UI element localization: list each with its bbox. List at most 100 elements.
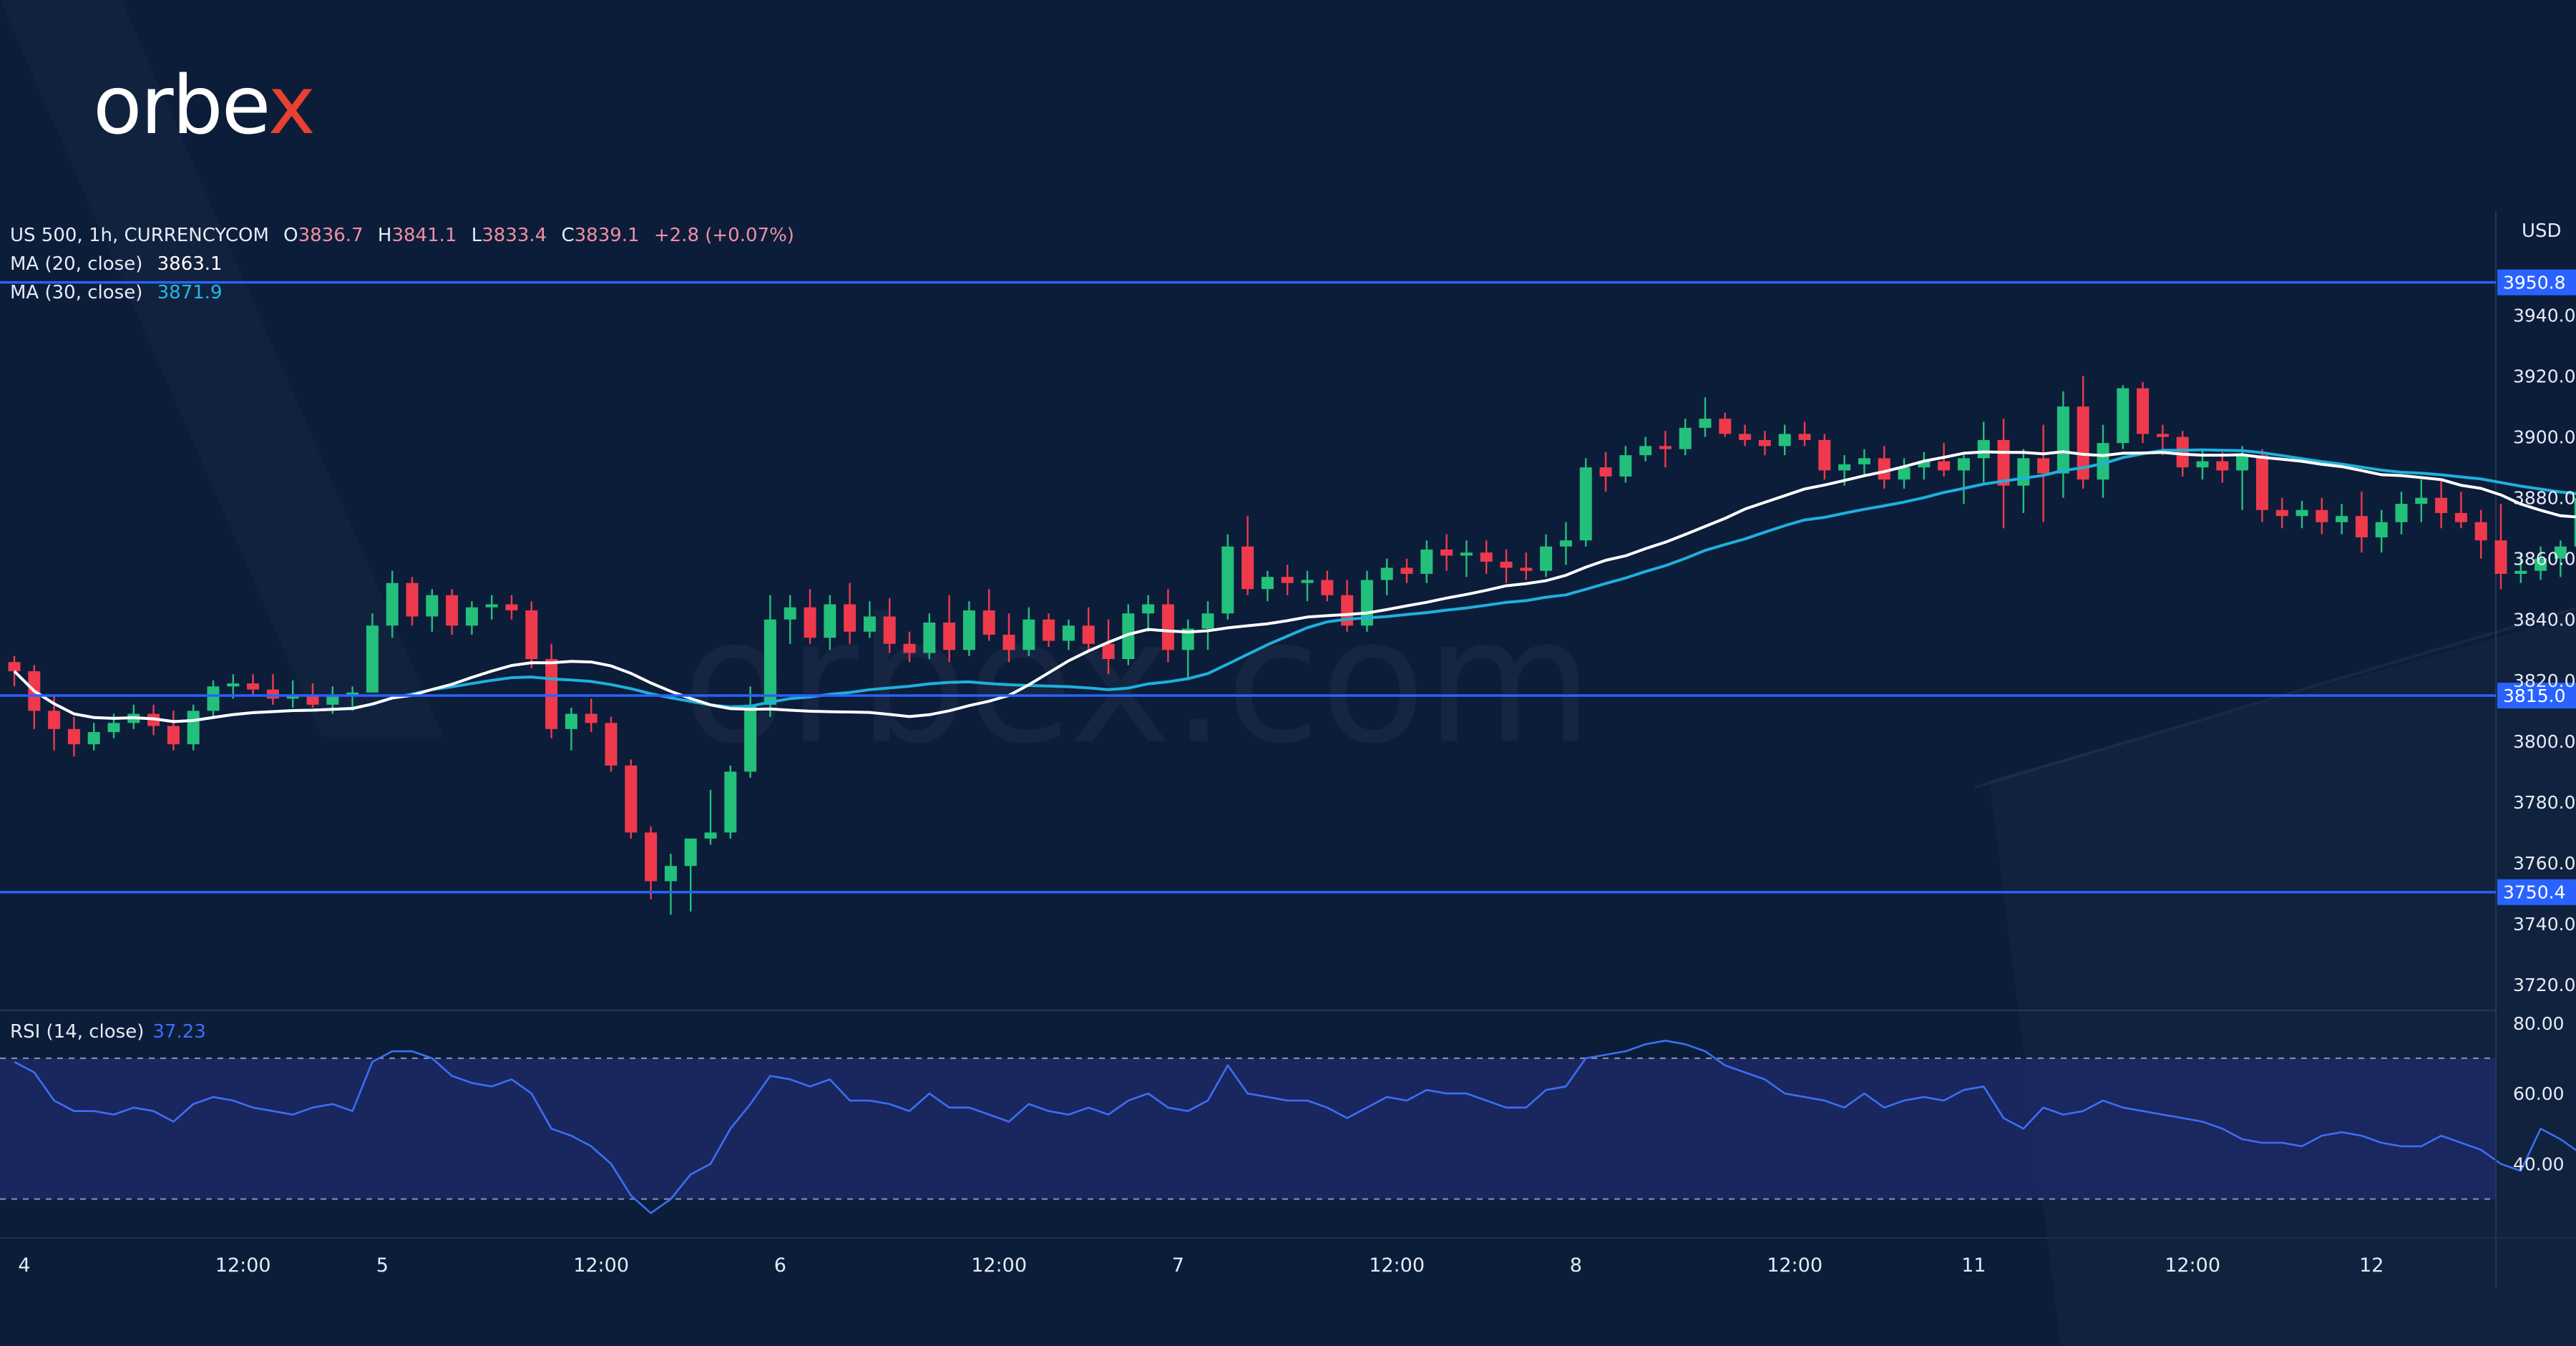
candle-body	[1579, 467, 1592, 541]
candle-body	[1002, 635, 1015, 650]
candle	[2336, 504, 2348, 535]
candle-body	[2474, 522, 2487, 541]
candle-body	[1102, 643, 1115, 660]
candle	[465, 601, 478, 635]
rsi-label: RSI (14, close)	[10, 1021, 145, 1043]
candle-body	[585, 713, 597, 723]
candle-body	[2336, 516, 2348, 522]
symbol-label[interactable]: US 500, 1h, CURRENCYCOM	[10, 225, 269, 246]
rsi-line	[14, 1040, 2576, 1214]
candle-body	[1878, 458, 1890, 480]
candle-body	[1559, 540, 1572, 547]
candle	[1778, 424, 1791, 456]
deco-band-right	[1989, 615, 2576, 1346]
candle	[704, 789, 717, 845]
candle	[2395, 492, 2408, 535]
candle-body	[1977, 439, 1990, 459]
candle-body	[366, 625, 379, 693]
candle-body	[605, 723, 618, 766]
rsi-tick-label: 60.00	[2513, 1083, 2565, 1104]
ma20-line	[13, 450, 2576, 723]
candle-body	[565, 713, 577, 729]
price-tick-label: 3780.0	[2513, 792, 2575, 813]
time-tick-label: 12:00	[2165, 1254, 2220, 1277]
candle-body	[525, 610, 538, 660]
candle-body	[1460, 552, 1473, 556]
candle	[247, 674, 260, 696]
candle-body	[2534, 558, 2547, 571]
candle	[1460, 540, 1473, 577]
candle-body	[684, 838, 697, 867]
candle-body	[2236, 455, 2249, 471]
candle	[1281, 565, 1294, 595]
rsi-band	[0, 1058, 2496, 1199]
level-label: 3815.0	[2503, 686, 2565, 706]
rsi-tick-label: 40.00	[2513, 1154, 2565, 1174]
candle	[2534, 546, 2547, 580]
candle-body	[266, 689, 279, 699]
candle	[485, 595, 498, 620]
candle	[943, 595, 956, 663]
rsi-legend[interactable]: RSI (14, close) 37.23	[10, 1021, 206, 1043]
candle-body	[545, 659, 558, 729]
ma20-row[interactable]: MA (20, close) 3863.1	[10, 250, 794, 278]
candle	[426, 589, 439, 632]
change-value: +2.8 (+0.07%)	[653, 225, 794, 246]
time-tick-label: 5	[376, 1254, 389, 1277]
candle-body	[505, 604, 518, 610]
candle-body	[1520, 567, 1533, 571]
candle	[266, 674, 279, 705]
candle	[2355, 492, 2368, 553]
candle-body	[2156, 434, 2169, 437]
candle	[1858, 449, 1870, 477]
candle	[1938, 443, 1951, 477]
time-axis: 4 12:00 5 12:00 6 12:00 7 12:00 8 12:00 11 12:00 12	[0, 1237, 2576, 1277]
candle	[1161, 589, 1174, 663]
candle-body	[107, 723, 120, 733]
price-tick-label: 3920.0	[2513, 366, 2575, 387]
candle	[187, 704, 200, 751]
candle	[585, 698, 597, 733]
candle-body	[2415, 497, 2428, 504]
candle	[625, 759, 638, 839]
candle-body	[2454, 512, 2467, 522]
candle	[1062, 619, 1075, 650]
candle	[386, 570, 399, 638]
candle	[1719, 412, 1732, 437]
candle-body	[286, 696, 299, 699]
candle-body	[923, 623, 936, 653]
candle	[923, 613, 936, 660]
candle-body	[2296, 509, 2308, 517]
time-tick-label: 12	[2359, 1254, 2384, 1277]
candle	[605, 716, 618, 772]
candle	[1540, 534, 1553, 577]
candle-body	[2435, 497, 2448, 513]
candle	[1082, 607, 1095, 650]
moving-averages	[13, 448, 2576, 723]
ma30-row[interactable]: MA (30, close) 3871.9	[10, 278, 794, 307]
candle-body	[824, 604, 836, 638]
candle	[1142, 595, 1155, 632]
candle	[1102, 619, 1115, 675]
price-tick-label: 3860.0	[2513, 549, 2575, 570]
candle-body	[2216, 461, 2229, 471]
candle	[1798, 421, 1811, 447]
candle-body	[187, 711, 200, 745]
candle-body	[1659, 446, 1672, 449]
candle	[1002, 613, 1015, 663]
candle-body	[465, 607, 478, 626]
candle	[2435, 479, 2448, 529]
candle	[2494, 504, 2507, 590]
candle-body	[485, 604, 498, 608]
open-value: 3836.7	[298, 225, 364, 246]
candle-body	[2196, 461, 2209, 468]
chart-legend: US 500, 1h, CURRENCYCOM O3836.7 H3841.1 …	[10, 221, 794, 307]
candle-body	[2097, 443, 2109, 480]
candle	[1360, 570, 1373, 632]
candle	[844, 582, 857, 644]
candle-body	[744, 704, 757, 772]
candle-body	[2355, 516, 2368, 537]
candle	[1739, 424, 1752, 447]
candle	[2554, 540, 2567, 577]
